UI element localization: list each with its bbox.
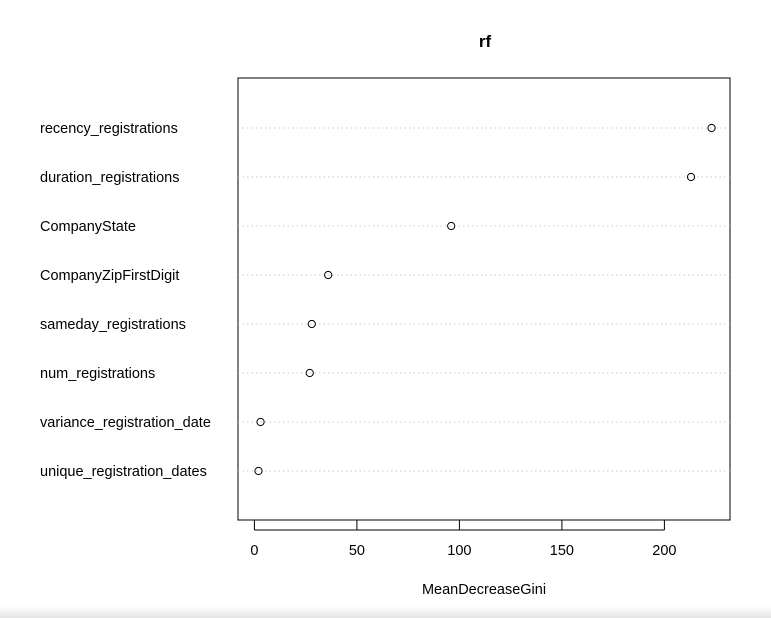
category-label: CompanyZipFirstDigit (40, 268, 179, 284)
page-shadow (0, 606, 771, 618)
x-axis-label: MeanDecreaseGini (422, 582, 546, 598)
data-point (256, 417, 265, 427)
category-label: recency_registrations (40, 121, 178, 137)
category-label: variance_registration_date (40, 415, 211, 431)
chart-title: rf (479, 32, 492, 51)
x-tick-label: 200 (652, 543, 676, 559)
data-point (307, 319, 316, 329)
category-label: sameday_registrations (40, 317, 186, 333)
category-label: num_registrations (40, 366, 155, 382)
x-tick-label: 100 (447, 543, 471, 559)
x-tick-label: 150 (550, 543, 574, 559)
x-tick-label: 50 (349, 543, 365, 559)
plot-frame (237, 77, 731, 521)
data-point (254, 466, 263, 476)
data-point (707, 123, 716, 133)
category-label: duration_registrations (40, 170, 179, 186)
category-label: CompanyState (40, 219, 136, 235)
data-point (324, 270, 333, 280)
category-label: unique_registration_dates (40, 464, 207, 480)
x-tick-label: 0 (250, 543, 258, 559)
data-point (305, 368, 314, 378)
data-point (447, 221, 456, 231)
data-point (686, 172, 696, 182)
